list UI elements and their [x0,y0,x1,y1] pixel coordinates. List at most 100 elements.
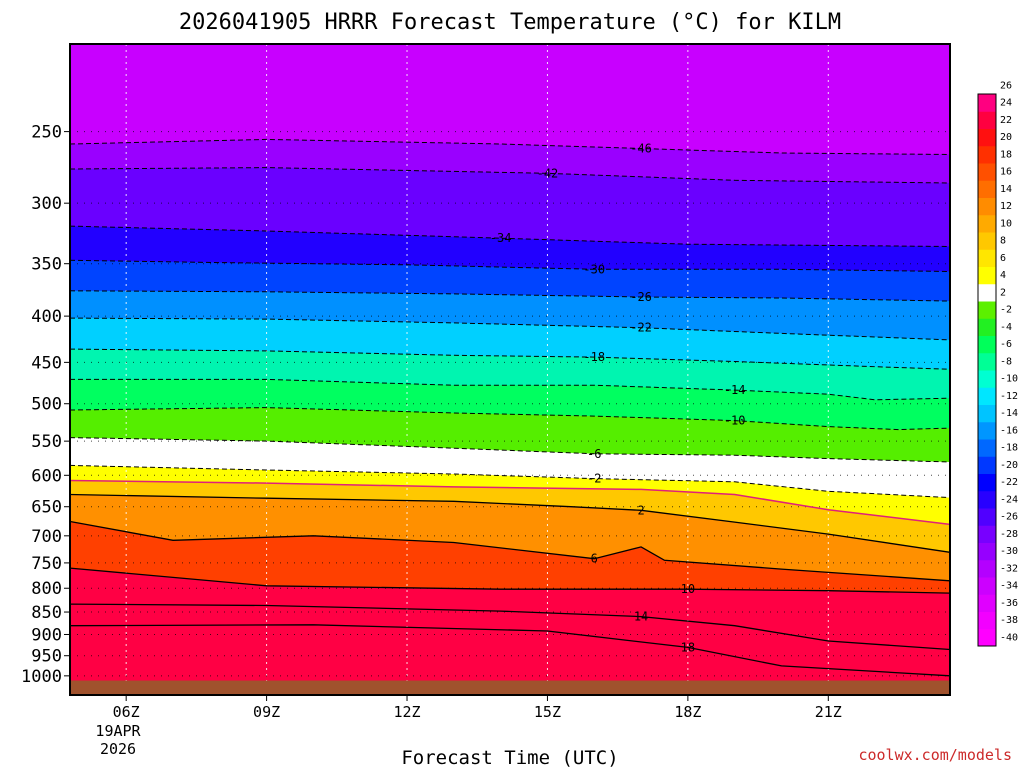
colorbar-band [978,508,996,526]
isotherm-label: -2 [587,472,601,486]
isotherm-label: -42 [537,166,559,180]
isotherm-18 [70,624,950,677]
colorbar-label--14: -14 [1000,408,1018,419]
colorbar-band [978,525,996,543]
ytick-label-400: 400 [31,307,62,327]
isotherm-label: -30 [583,262,605,276]
colorbar-band [978,163,996,181]
colorbar-band [978,145,996,164]
colorbar-band [978,214,996,233]
colorbar-label-24: 24 [1000,98,1012,109]
colorbar-label-6: 6 [1000,253,1006,264]
colorbar-band [978,352,996,371]
isotherm-label: -26 [630,290,652,304]
colorbar-band [978,301,996,319]
colorbar-label-4: 4 [1000,270,1006,281]
isotherm--58 [173,0,950,3]
colorbar-band [978,249,996,267]
colorbar-band [978,232,996,250]
isotherm-label: -34 [490,231,512,245]
colorbar-band [978,404,996,423]
colorbar-band [978,473,996,492]
colorbar-band [978,421,996,440]
x-axis: 06Z 09Z 12Z 15Z 18Z 21Z [113,695,842,721]
colorbar-label--18: -18 [1000,443,1018,454]
ground-surface [70,680,950,695]
ytick-label-650: 650 [31,498,62,518]
xtick-label-15Z: 15Z [534,703,561,721]
colorbar-band [978,628,996,647]
colorbar-label-18: 18 [1000,149,1012,160]
colorbar-band [978,559,996,578]
x-axis-label: Forecast Time (UTC) [401,747,618,768]
ytick-label-900: 900 [31,625,62,645]
colorbar-label--26: -26 [1000,512,1018,523]
isotherm-label: 10 [681,582,695,596]
x-date-line2: 2026 [100,740,136,758]
isotherm-14 [70,603,950,651]
colorbar-band [978,335,996,354]
colorbar-band [978,94,996,112]
colorbar-band [978,266,996,285]
isotherm--42 [70,167,950,184]
xtick-label-18Z: 18Z [674,703,701,721]
isotherm-label: -14 [724,383,746,397]
isotherm--18 [70,348,950,370]
colorbar-label--6: -6 [1000,339,1012,350]
isotherm-label: -10 [724,414,746,428]
isotherm--2 [70,464,950,499]
colorbar-label--22: -22 [1000,477,1018,488]
colorbar-label--30: -30 [1000,546,1018,557]
colorbar-band [978,594,996,612]
ytick-label-800: 800 [31,579,62,599]
ytick-label-350: 350 [31,255,62,275]
colorbar-band [978,611,996,630]
ytick-label-700: 700 [31,527,62,547]
colorbar-label--36: -36 [1000,598,1018,609]
isotherm--6 [70,437,950,463]
colorbar-label-2: 2 [1000,287,1006,298]
colorbar-band [978,111,996,129]
colorbar-label--20: -20 [1000,460,1018,471]
colorbar-band [978,456,996,474]
ytick-label-850: 850 [31,603,62,623]
colorbar-label--28: -28 [1000,529,1018,540]
colorbar-label--40: -40 [1000,632,1018,643]
isotherm-label: 6 [591,552,598,566]
ytick-label-250: 250 [31,123,62,143]
colorbar-label--34: -34 [1000,581,1018,592]
isotherm--46 [70,138,950,155]
colorbar-band [978,439,996,457]
isotherm-label: 18 [681,640,695,654]
colorbar-label-10: 10 [1000,218,1012,229]
x-date-line1: 19APR [95,722,141,740]
isotherm--10 [70,407,950,431]
credit-text: coolwx.com/models [858,746,1012,764]
colorbar-band [978,128,996,147]
isotherm-label: -22 [630,321,652,335]
isotherm-label: 14 [634,610,648,624]
zero-isotherm [70,479,950,526]
isotherm-10 [70,567,950,594]
ytick-label-500: 500 [31,395,62,415]
isotherm--30 [70,259,950,272]
isotherm-label: -6 [587,447,601,461]
colorbar-band [978,180,996,198]
colorbar-label--4: -4 [1000,322,1012,333]
plot-frame [69,43,951,696]
isotherm--14 [70,378,950,401]
colorbar-label--38: -38 [1000,615,1018,626]
ytick-label-300: 300 [31,194,62,214]
xtick-label-12Z: 12Z [393,703,420,721]
colorbar-band [978,283,996,302]
xtick-label-06Z: 06Z [113,703,140,721]
colorbar-band [978,542,996,561]
colorbar-label--32: -32 [1000,563,1018,574]
isotherm-label: 2 [637,503,644,517]
ytick-label-750: 750 [31,554,62,574]
isotherm-contours: -58-54-46-42-34-30-26-22-18-14-10-6-2261… [70,0,950,677]
ytick-label-950: 950 [31,647,62,667]
colorbar-label--2: -2 [1000,305,1012,316]
colorbar-label-22: 22 [1000,115,1012,126]
colorbar-band [978,197,996,216]
